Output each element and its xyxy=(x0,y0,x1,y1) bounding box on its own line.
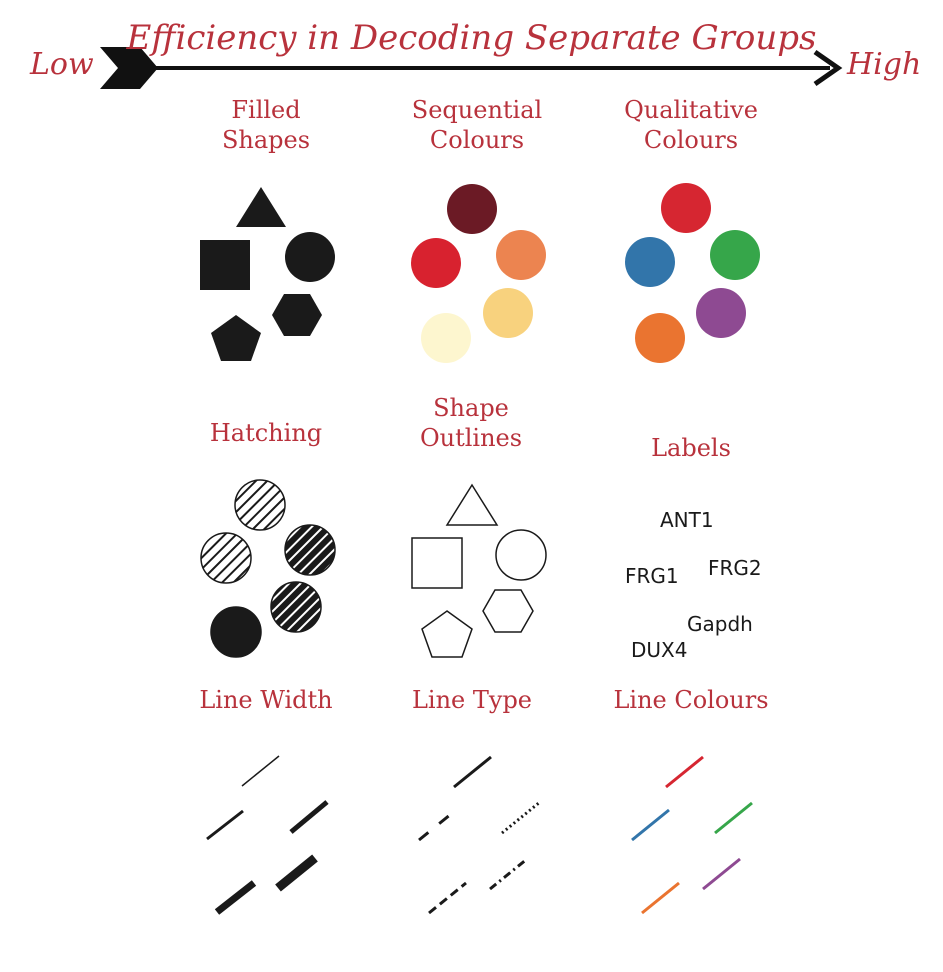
shape-outlines-title: Shape Outlines xyxy=(419,394,523,452)
labels-title: Labels xyxy=(651,434,731,462)
gene-label-dux4: DUX4 xyxy=(631,638,688,662)
outline-circle xyxy=(495,529,547,581)
filled-square xyxy=(200,240,250,290)
qualitative-colours-panel xyxy=(625,183,760,363)
line-type-title: Line Type xyxy=(411,686,533,714)
qualitative-circle-orange xyxy=(635,313,685,363)
filled-circle xyxy=(285,232,335,282)
sequential-circle-2 xyxy=(411,238,461,288)
hatching-title: Hatching xyxy=(209,419,323,447)
sequential-colours-title: Sequential Colours xyxy=(411,96,543,154)
hatched-circle-1 xyxy=(234,479,286,531)
outline-pentagon xyxy=(421,610,473,658)
gene-label-ant1: ANT1 xyxy=(660,508,714,532)
line-type-solid xyxy=(453,755,492,789)
line-colours-panel xyxy=(631,755,753,915)
figure-title: Efficiency in Decoding Separate Groups xyxy=(126,18,817,58)
hatched-circle-4 xyxy=(270,581,322,633)
outline-triangle xyxy=(445,483,499,526)
line-width-1 xyxy=(241,755,280,787)
outline-hexagon xyxy=(482,589,534,633)
sequential-circle-4 xyxy=(483,288,533,338)
arrow-fletching xyxy=(100,47,158,89)
line-type-dashed xyxy=(428,881,467,915)
low-label: Low xyxy=(30,47,94,82)
line-colour-green xyxy=(714,801,753,835)
shape-outlines-panel xyxy=(411,483,547,658)
gene-label-frg1: FRG1 xyxy=(625,564,679,588)
line-width-4 xyxy=(214,880,257,915)
qualitative-circle-red xyxy=(661,183,711,233)
sequential-circle-3 xyxy=(496,230,546,280)
filled-shapes-panel xyxy=(200,187,335,361)
gene-label-gapdh: Gapdh xyxy=(687,612,753,636)
qualitative-circle-green xyxy=(710,230,760,280)
qualitative-colours-title: Qualitative Colours xyxy=(624,96,758,154)
line-colour-red xyxy=(665,755,704,789)
qualitative-circle-blue xyxy=(625,237,675,287)
line-width-panel xyxy=(206,755,329,915)
filled-shapes-title: Filled Shapes xyxy=(221,96,311,154)
line-type-panel xyxy=(418,755,541,915)
line-width-2 xyxy=(206,809,244,841)
hatched-circle-3 xyxy=(284,524,336,576)
sequential-circle-5 xyxy=(421,313,471,363)
sequential-colours-panel xyxy=(411,184,546,363)
filled-hexagon xyxy=(272,294,322,336)
line-width-title: Line Width xyxy=(199,686,333,714)
line-width-5 xyxy=(275,854,318,892)
efficiency-arrow xyxy=(100,47,843,89)
line-type-dotted xyxy=(501,800,541,835)
line-width-3 xyxy=(289,800,329,834)
high-label: High xyxy=(847,47,922,82)
sequential-circle-1 xyxy=(447,184,497,234)
line-colour-orange xyxy=(641,881,680,915)
hatching-panel xyxy=(200,479,336,658)
line-colour-purple xyxy=(702,857,741,891)
filled-pentagon xyxy=(211,315,261,361)
gene-label-frg2: FRG2 xyxy=(708,556,762,580)
line-colours-title: Line Colours xyxy=(613,686,769,714)
filled-triangle xyxy=(236,187,286,227)
outline-square xyxy=(411,537,463,589)
line-type-dash-dot xyxy=(489,857,528,891)
line-type-long-dash xyxy=(418,808,457,842)
line-colour-blue xyxy=(631,808,670,842)
qualitative-circle-purple xyxy=(696,288,746,338)
hatched-circle-2 xyxy=(200,532,252,584)
arrow-head xyxy=(813,49,843,87)
hatched-circle-5 xyxy=(210,606,262,658)
